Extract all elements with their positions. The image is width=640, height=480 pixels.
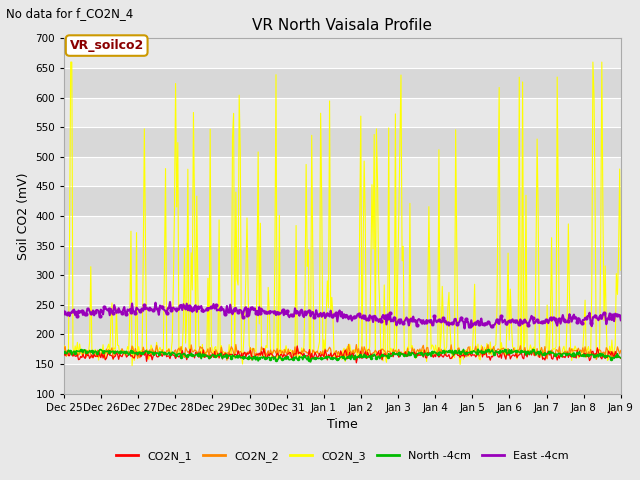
X-axis label: Time: Time bbox=[327, 418, 358, 431]
Bar bbox=[64, 246, 621, 275]
Bar bbox=[64, 364, 621, 394]
Bar bbox=[64, 157, 621, 186]
Text: VR_soilco2: VR_soilco2 bbox=[70, 39, 144, 52]
Text: No data for f_CO2N_4: No data for f_CO2N_4 bbox=[6, 7, 134, 20]
Bar bbox=[64, 275, 621, 305]
Y-axis label: Soil CO2 (mV): Soil CO2 (mV) bbox=[17, 172, 29, 260]
Bar bbox=[64, 216, 621, 246]
Title: VR North Vaisala Profile: VR North Vaisala Profile bbox=[252, 18, 433, 33]
Bar bbox=[64, 186, 621, 216]
Bar bbox=[64, 335, 621, 364]
Bar bbox=[64, 97, 621, 127]
Bar bbox=[64, 305, 621, 335]
Bar bbox=[64, 38, 621, 68]
Legend: CO2N_1, CO2N_2, CO2N_3, North -4cm, East -4cm: CO2N_1, CO2N_2, CO2N_3, North -4cm, East… bbox=[112, 446, 573, 466]
Bar bbox=[64, 127, 621, 157]
Bar bbox=[64, 68, 621, 97]
